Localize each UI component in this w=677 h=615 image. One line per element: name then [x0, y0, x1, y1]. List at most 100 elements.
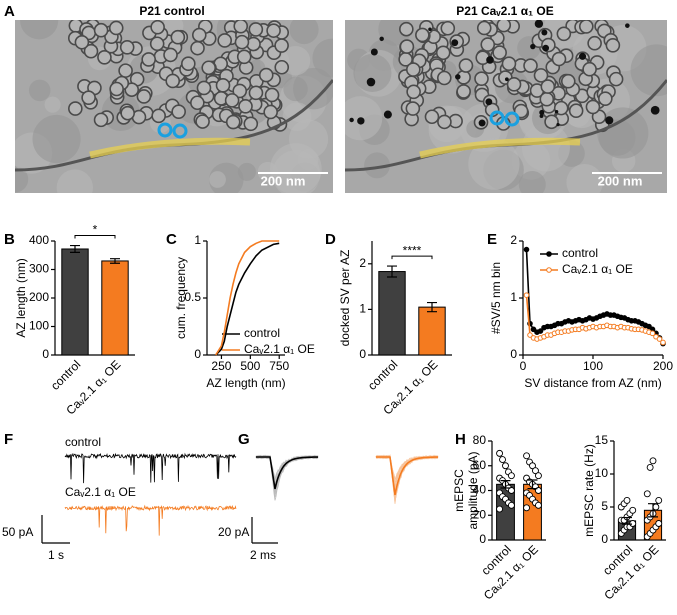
y-tick-label: 2 [510, 233, 517, 247]
vesicle [248, 22, 264, 37]
texture [468, 138, 520, 190]
marker [523, 246, 530, 253]
error-bar [500, 480, 511, 489]
bar [418, 306, 446, 356]
vesicle [234, 34, 250, 50]
scale-bar-label: 50 pA [2, 525, 33, 539]
y-tick-label: 1 [510, 290, 517, 304]
y-tick-label: 200 [29, 290, 49, 304]
bar [61, 248, 89, 356]
trace [64, 504, 237, 536]
vesicle [492, 45, 507, 60]
data-point [629, 506, 637, 514]
texture [20, 20, 59, 40]
vesicle [201, 60, 217, 76]
data-point [646, 463, 654, 471]
vesicle [435, 45, 451, 61]
image-title: P21 Caᵥ2.1 α₁ OE [456, 4, 553, 18]
vesicle [399, 21, 414, 37]
em-image [15, 20, 333, 193]
vesicle [424, 109, 440, 125]
vesicle [582, 61, 597, 77]
vesicle [544, 114, 559, 130]
error-bar [70, 244, 80, 253]
particle [504, 77, 509, 82]
texture [364, 152, 390, 179]
scale-bar-label: 200 nm [598, 173, 643, 188]
vesicle [415, 27, 430, 43]
y-axis-label: #SV/5 nm bin [489, 262, 503, 334]
data-point [534, 472, 542, 480]
vesicle [496, 20, 512, 33]
y-tick-label: 40 [473, 483, 487, 497]
vesicle [476, 20, 492, 36]
scale-bar-label: 2 ms [250, 548, 276, 562]
vesicle [118, 63, 133, 78]
marker [527, 332, 533, 338]
texture [521, 123, 570, 172]
scale-bar-label: 200 nm [261, 173, 306, 188]
y-tick-label: 0 [601, 532, 608, 546]
particle [379, 36, 384, 42]
error-bar [622, 516, 632, 525]
marker [537, 328, 544, 334]
significance-bracket [391, 255, 433, 260]
data-point [649, 457, 657, 465]
vesicle [539, 91, 555, 107]
vesicle [578, 20, 594, 34]
y-axis-label: AZ length (nm) [14, 258, 28, 337]
legend-marker [546, 267, 552, 273]
vesicle [165, 73, 181, 89]
scale-bar-label: 1 s [48, 548, 64, 562]
x-tick-label: 100 [583, 359, 603, 373]
vesicle [585, 99, 601, 115]
data-point [496, 449, 504, 457]
data-point [523, 452, 531, 460]
vesicle [458, 58, 474, 73]
vesicle [163, 47, 178, 63]
single-event [255, 454, 319, 480]
vesicle [264, 87, 280, 103]
x-tick-label: 0 [520, 359, 527, 373]
vesicle [405, 101, 421, 116]
vesicle [456, 84, 471, 99]
trace-label: control [65, 435, 101, 449]
data-point [623, 496, 631, 504]
texture [44, 96, 61, 113]
data-point [499, 456, 506, 464]
data-point [529, 462, 536, 470]
vesicle [274, 38, 289, 53]
y-tick-label: 0.5 [184, 290, 201, 304]
y-tick-label: 1 [359, 302, 366, 316]
y-tick-label: 100 [29, 319, 49, 333]
vesicle [190, 95, 205, 111]
particle [366, 77, 376, 87]
vesicle [93, 22, 109, 38]
vesicle [605, 37, 621, 53]
texture [353, 53, 392, 93]
data-point [507, 487, 515, 494]
vesicle [97, 50, 112, 65]
y-tick-label: 400 [29, 233, 49, 247]
y-tick-label: 15 [595, 433, 609, 447]
texture [283, 76, 308, 102]
docked-vesicle [489, 110, 505, 126]
particle [349, 117, 354, 123]
vesicle [124, 82, 140, 97]
data-point [643, 490, 651, 498]
x-axis-label: AZ length (nm) [206, 376, 285, 390]
y-tick-label: 0 [510, 347, 517, 361]
particle [534, 20, 544, 28]
vesicle [136, 89, 152, 104]
data-point [655, 520, 663, 527]
vesicle [232, 83, 248, 99]
vesicle [399, 39, 415, 54]
particle [370, 48, 378, 56]
y-tick-label: 0 [479, 532, 486, 546]
vesicle [149, 36, 165, 52]
vesicle [598, 91, 613, 106]
y-tick-label: 0 [42, 347, 49, 361]
data-point [534, 501, 542, 509]
data-point [652, 503, 660, 511]
